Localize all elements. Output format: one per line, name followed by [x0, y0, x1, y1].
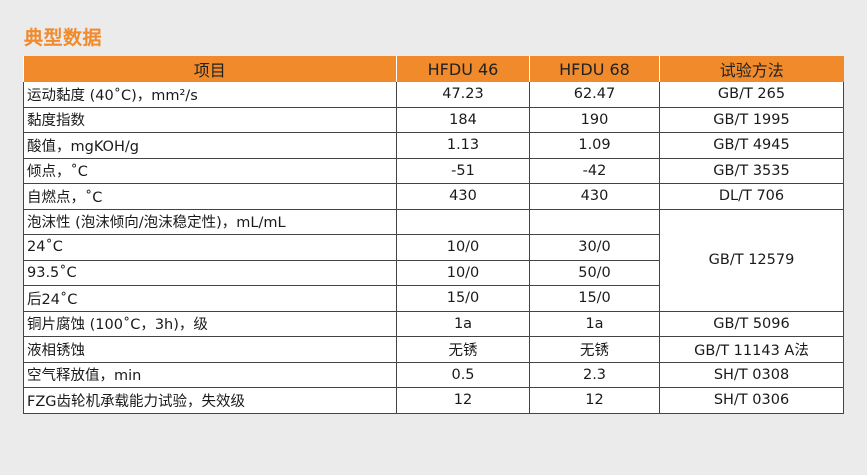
row-method: GB/T 5096 [659, 310, 844, 337]
row-value-hfdu-68: 1.09 [529, 132, 660, 159]
table-row: 倾点，˚C -51 -42 GB/T 3535 [23, 157, 844, 184]
table-row: 后24˚C 15/0 15/0 [23, 285, 844, 312]
row-item: FZG齿轮机承载能力试验，失效级 [23, 387, 397, 414]
row-value-hfdu-68: 50/0 [529, 259, 660, 286]
row-method: GB/T 4945 [659, 132, 844, 159]
row-item: 空气释放值，min [23, 361, 397, 388]
row-value-hfdu-68: 62.47 [529, 82, 660, 108]
row-item: 黏度指数 [23, 106, 397, 133]
row-item: 24˚C [23, 234, 397, 261]
table-row: 运动黏度 (40˚C)，mm²/s 47.23 62.47 GB/T 265 [23, 82, 844, 108]
row-method: GB/T 3535 [659, 157, 844, 184]
row-value-hfdu-68: 430 [529, 183, 660, 210]
row-method: DL/T 706 [659, 183, 844, 210]
table-row: FZG齿轮机承载能力试验，失效级 12 12 SH/T 0306 [23, 387, 844, 414]
row-value-hfdu-68: 12 [529, 387, 660, 414]
header-hfdu-68: HFDU 68 [529, 56, 660, 82]
typical-data-table: 项目 HFDU 46 HFDU 68 试验方法 运动黏度 (40˚C)，mm²/… [23, 56, 844, 414]
table-header-row: 项目 HFDU 46 HFDU 68 试验方法 [23, 56, 844, 82]
row-item: 运动黏度 (40˚C)，mm²/s [23, 82, 397, 108]
table-row: 自燃点，˚C 430 430 DL/T 706 [23, 183, 844, 210]
row-value-hfdu-68: 无锈 [529, 336, 660, 363]
row-value-hfdu-68: 15/0 [529, 285, 660, 312]
row-value-hfdu-68: 1a [529, 310, 660, 337]
row-item: 后24˚C [23, 285, 397, 312]
row-method: GB/T 1995 [659, 106, 844, 133]
row-value-hfdu-46: 10/0 [396, 234, 530, 261]
row-value-hfdu-46: 0.5 [396, 361, 530, 388]
table-row: 铜片腐蚀 (100˚C，3h)，级 1a 1a GB/T 5096 [23, 310, 844, 337]
row-item: 泡沫性 (泡沫倾向/泡沫稳定性)，mL/mL [23, 208, 397, 235]
row-item: 倾点，˚C [23, 157, 397, 184]
row-item: 液相锈蚀 [23, 336, 397, 363]
row-method: GB/T 265 [659, 82, 844, 108]
table-row: 93.5˚C 10/0 50/0 [23, 259, 844, 286]
row-value-hfdu-46: 12 [396, 387, 530, 414]
table-row: 液相锈蚀 无锈 无锈 GB/T 11143 A法 [23, 336, 844, 363]
row-value-hfdu-46: 15/0 [396, 285, 530, 312]
row-method: SH/T 0306 [659, 387, 844, 414]
header-test-method: 试验方法 [659, 56, 844, 82]
row-value-hfdu-68: 190 [529, 106, 660, 133]
row-method: GB/T 11143 A法 [659, 336, 844, 363]
table-row: 酸值，mgKOH/g 1.13 1.09 GB/T 4945 [23, 132, 844, 159]
row-value-hfdu-46: 1a [396, 310, 530, 337]
table-row: 空气释放值，min 0.5 2.3 SH/T 0308 [23, 361, 844, 388]
row-item: 自燃点，˚C [23, 183, 397, 210]
row-value-hfdu-46: 无锈 [396, 336, 530, 363]
row-item: 酸值，mgKOH/g [23, 132, 397, 159]
row-value-hfdu-46: 184 [396, 106, 530, 133]
row-method-merged: GB/T 12579 [659, 208, 844, 312]
row-value-hfdu-68: 2.3 [529, 361, 660, 388]
table-row: 泡沫性 (泡沫倾向/泡沫稳定性)，mL/mL GB/T 12579 [23, 208, 844, 312]
row-value-hfdu-68 [529, 208, 660, 235]
section-title: 典型数据 [24, 27, 103, 49]
row-item: 铜片腐蚀 (100˚C，3h)，级 [23, 310, 397, 337]
row-item: 93.5˚C [23, 259, 397, 286]
row-value-hfdu-46: -51 [396, 157, 530, 184]
header-item: 项目 [23, 56, 397, 82]
row-value-hfdu-68: 30/0 [529, 234, 660, 261]
table-row: 黏度指数 184 190 GB/T 1995 [23, 106, 844, 133]
row-value-hfdu-46 [396, 208, 530, 235]
table-row: 24˚C 10/0 30/0 [23, 234, 844, 261]
row-value-hfdu-68: -42 [529, 157, 660, 184]
header-hfdu-46: HFDU 46 [396, 56, 530, 82]
row-method: SH/T 0308 [659, 361, 844, 388]
row-value-hfdu-46: 47.23 [396, 82, 530, 108]
row-value-hfdu-46: 10/0 [396, 259, 530, 286]
row-value-hfdu-46: 1.13 [396, 132, 530, 159]
row-value-hfdu-46: 430 [396, 183, 530, 210]
